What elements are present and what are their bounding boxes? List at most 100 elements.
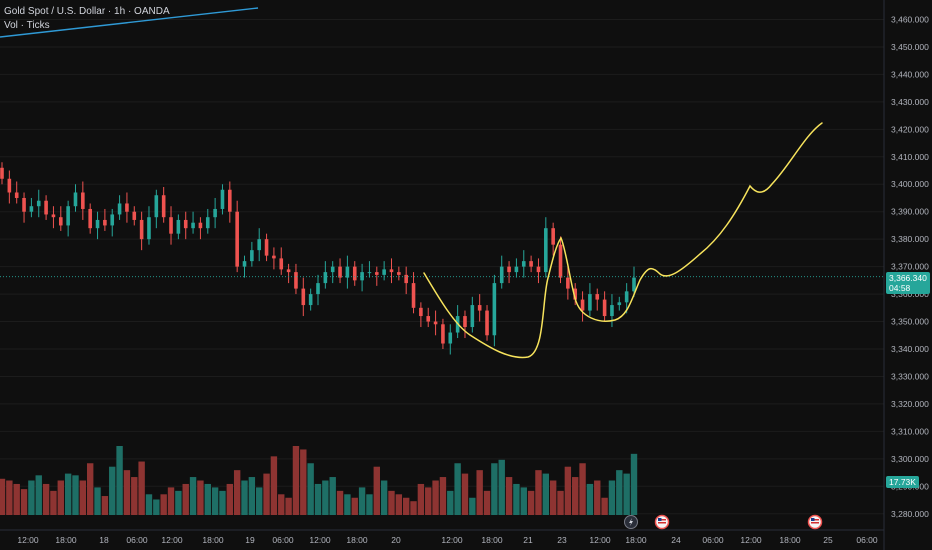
- x-tick-label: 12:00: [17, 535, 39, 545]
- volume-bar: [116, 446, 123, 515]
- volume-bar: [579, 463, 586, 515]
- volume-bar: [189, 477, 197, 515]
- chart-legend: Gold Spot / U.S. Dollar · 1h · OANDA Vol…: [4, 5, 170, 33]
- y-tick-label: 3,440.000: [891, 69, 929, 79]
- volume-bar: [101, 496, 109, 515]
- volume-bar: [344, 494, 351, 515]
- volume-bar: [373, 466, 380, 515]
- candle-body: [14, 192, 19, 198]
- volume-bar: [608, 480, 616, 515]
- y-tick-label: 3,320.000: [891, 399, 929, 409]
- x-tick-label: 06:00: [272, 535, 294, 545]
- flag-stripe: [811, 519, 819, 521]
- bar-countdown: 04:58: [889, 283, 911, 293]
- candle-body: [235, 211, 239, 267]
- candle-body: [213, 208, 217, 218]
- volume-bar: [535, 470, 542, 515]
- volume-bar: [476, 470, 483, 515]
- volume-bar: [263, 473, 270, 515]
- candle-body: [250, 250, 254, 262]
- candle-body: [558, 244, 563, 278]
- volume-bar: [513, 483, 520, 515]
- volume-bar: [233, 470, 241, 515]
- volume-bar: [285, 497, 292, 515]
- candle-body: [117, 203, 122, 215]
- candle-body: [125, 203, 129, 212]
- last-price-tag: 3,366.340 04:58: [886, 272, 930, 294]
- volume-bar: [35, 475, 42, 515]
- candle-body: [272, 255, 276, 259]
- candle-body: [95, 219, 100, 229]
- y-tick-label: 3,370.000: [891, 262, 929, 272]
- volume-bar: [314, 483, 322, 515]
- volume-bar: [616, 470, 623, 515]
- volume-bar: [0, 478, 6, 515]
- volume-bar: [505, 477, 513, 515]
- volume-bar: [241, 480, 248, 515]
- y-tick-label: 3,410.000: [891, 152, 929, 162]
- candle-body: [367, 272, 372, 274]
- volume-bar: [594, 480, 601, 515]
- x-tick-label: 12:00: [441, 535, 463, 545]
- x-tick-label: 23: [557, 535, 567, 545]
- y-tick-label: 3,450.000: [891, 42, 929, 52]
- volume-bar: [483, 490, 491, 515]
- volume-bar: [417, 483, 425, 515]
- volume-bar: [491, 463, 498, 515]
- symbol-title[interactable]: Gold Spot / U.S. Dollar · 1h · OANDA: [4, 6, 170, 17]
- volume-bar: [461, 473, 469, 515]
- y-tick-label: 3,460.000: [891, 14, 929, 24]
- volume-bar: [204, 483, 211, 515]
- candle-body: [7, 178, 12, 193]
- candle-body: [88, 208, 92, 229]
- volume-bar: [270, 456, 278, 515]
- candle-body: [426, 316, 431, 322]
- candle-body: [404, 274, 408, 284]
- candle-body: [441, 324, 445, 344]
- volume-indicator-title[interactable]: Vol · Ticks: [4, 20, 50, 31]
- candle-body: [257, 239, 262, 251]
- candle-body: [139, 219, 144, 240]
- volume-bar: [211, 487, 219, 515]
- candle-body: [507, 266, 511, 273]
- volume-bar: [336, 490, 344, 515]
- candle-body: [294, 272, 298, 289]
- candle-body: [338, 266, 342, 278]
- candle-body: [588, 294, 592, 311]
- x-tick-label: 18:00: [481, 535, 503, 545]
- volume-bar: [395, 494, 403, 515]
- candle-body: [470, 305, 475, 328]
- volume-bar: [425, 487, 432, 515]
- volume-bar: [175, 490, 182, 515]
- y-tick-label: 3,380.000: [891, 234, 929, 244]
- x-tick-label: 25: [823, 535, 833, 545]
- flag-stripe: [811, 522, 819, 524]
- candle-body: [51, 214, 56, 218]
- flag-stripe: [658, 522, 666, 524]
- candle-body: [411, 283, 416, 308]
- y-tick-label: 3,280.000: [891, 509, 929, 519]
- candle-body: [176, 219, 181, 234]
- y-tick-label: 3,430.000: [891, 97, 929, 107]
- y-tick-label: 3,330.000: [891, 371, 929, 381]
- projection-drawing: [423, 122, 823, 359]
- candle-body: [330, 266, 335, 273]
- volume-bar: [358, 487, 366, 515]
- volume-tag: 17.73K: [886, 476, 919, 488]
- volume-bar: [498, 459, 505, 515]
- volume-bar: [248, 477, 256, 515]
- volume-bar: [145, 494, 153, 515]
- candle-body: [610, 305, 614, 317]
- candle-body: [58, 217, 63, 226]
- candle-body: [536, 266, 541, 273]
- volume-bar: [447, 490, 454, 515]
- volume-bar: [564, 466, 572, 515]
- candle-body: [463, 316, 467, 328]
- candle-body: [161, 195, 166, 218]
- x-tick-label: 21: [523, 535, 533, 545]
- volume-bar: [520, 487, 527, 515]
- candle-body: [110, 214, 115, 226]
- volume-bar: [256, 487, 263, 515]
- volume-bar: [167, 487, 175, 515]
